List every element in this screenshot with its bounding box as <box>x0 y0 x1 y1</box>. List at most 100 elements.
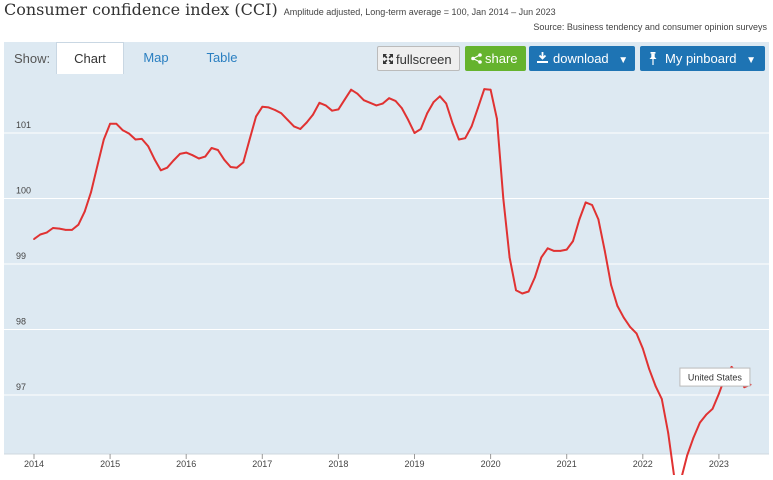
data-point <box>318 101 321 104</box>
x-tick-label: 2018 <box>328 459 348 469</box>
data-point <box>400 107 403 109</box>
data-point <box>128 132 130 135</box>
series-label-box <box>679 367 751 387</box>
data-point <box>502 197 505 200</box>
data-point <box>584 201 587 204</box>
data-point <box>64 229 67 231</box>
data-point <box>635 332 638 335</box>
data-point <box>115 122 118 125</box>
tab-table-label: Table <box>206 50 238 65</box>
download-button[interactable]: download ▼ <box>529 46 635 71</box>
y-tick-label: 99 <box>16 251 26 261</box>
data-point <box>83 210 86 213</box>
data-point <box>451 122 454 124</box>
data-point <box>458 138 460 141</box>
data-point <box>667 432 670 434</box>
data-point <box>515 289 517 292</box>
x-tick-label: 2016 <box>176 459 196 469</box>
data-point <box>96 164 99 167</box>
data-point <box>559 250 562 252</box>
y-tick-label: 100 <box>16 185 31 195</box>
x-tick-label: 2014 <box>24 459 44 469</box>
data-point <box>534 276 536 278</box>
series-line-united-states <box>33 88 751 480</box>
data-point <box>489 88 492 91</box>
tab-map[interactable]: Map <box>128 42 184 74</box>
data-point <box>350 88 352 91</box>
data-point <box>439 95 441 98</box>
data-point <box>172 159 175 162</box>
data-point <box>109 122 111 125</box>
data-point <box>223 158 226 161</box>
page-title: Consumer confidence index (CCI) Amplitude… <box>4 0 556 19</box>
data-point <box>33 238 35 241</box>
data-point <box>261 105 264 108</box>
data-point <box>432 101 435 104</box>
data-point <box>381 102 384 105</box>
data-point <box>470 125 473 128</box>
data-point <box>134 138 137 141</box>
data-point <box>217 149 219 151</box>
pinboard-label: My pinboard <box>665 51 737 66</box>
pinboard-button[interactable]: My pinboard ▼ <box>640 46 765 71</box>
data-point <box>648 367 650 370</box>
data-point <box>90 191 92 193</box>
data-point <box>705 413 708 416</box>
share-label: share <box>485 51 518 66</box>
data-point <box>229 166 232 168</box>
toolbar: Show: Chart Map Table fullscreen share d… <box>4 42 769 75</box>
data-point <box>730 366 733 368</box>
data-point <box>324 104 327 107</box>
y-tick-label: 98 <box>16 317 26 327</box>
download-icon <box>537 52 548 63</box>
x-tick-label: 2020 <box>481 459 501 469</box>
data-point <box>166 166 169 169</box>
data-point <box>527 290 530 293</box>
data-point <box>622 316 625 319</box>
data-point <box>572 240 574 243</box>
data-point <box>743 386 746 389</box>
data-point <box>58 227 61 230</box>
data-point <box>185 151 188 154</box>
data-point <box>477 107 479 109</box>
data-point <box>293 125 295 128</box>
data-point <box>553 250 555 252</box>
tab-chart[interactable]: Chart <box>56 42 124 75</box>
x-tick-label: 2022 <box>633 459 653 469</box>
data-point <box>388 97 390 100</box>
expand-arrows-icon <box>383 54 393 64</box>
data-point <box>578 218 581 221</box>
x-tick-label: 2023 <box>709 459 729 469</box>
data-point <box>375 104 378 107</box>
data-point <box>121 129 124 132</box>
data-point <box>603 250 606 252</box>
data-point <box>413 132 416 134</box>
download-label: download <box>553 51 609 66</box>
data-point <box>692 436 695 439</box>
data-point <box>356 92 359 95</box>
data-point <box>198 157 200 160</box>
data-point <box>267 106 270 109</box>
data-point <box>464 137 467 140</box>
share-button[interactable]: share <box>465 46 526 71</box>
data-point <box>331 109 333 112</box>
caret-down-icon: ▼ <box>618 55 629 66</box>
fullscreen-button[interactable]: fullscreen <box>377 46 460 71</box>
data-point <box>521 292 524 295</box>
data-point <box>496 117 498 120</box>
data-point <box>280 112 283 115</box>
share-icon <box>471 53 482 64</box>
data-point <box>71 229 73 231</box>
data-point <box>236 166 238 169</box>
header: Consumer confidence index (CCI) Amplitude… <box>0 0 773 38</box>
x-tick-label: 2015 <box>100 459 120 469</box>
data-point <box>610 284 612 286</box>
data-point <box>565 248 568 251</box>
series-label: United States <box>688 373 743 383</box>
chart-area: 97 98 99 100 101 2014 2015 2016 2017 2018 2019 2020… <box>4 74 769 480</box>
data-point <box>362 99 365 102</box>
data-point <box>597 218 600 221</box>
data-point <box>407 119 410 121</box>
tab-table[interactable]: Table <box>192 42 252 74</box>
y-tick-label: 101 <box>16 120 31 130</box>
